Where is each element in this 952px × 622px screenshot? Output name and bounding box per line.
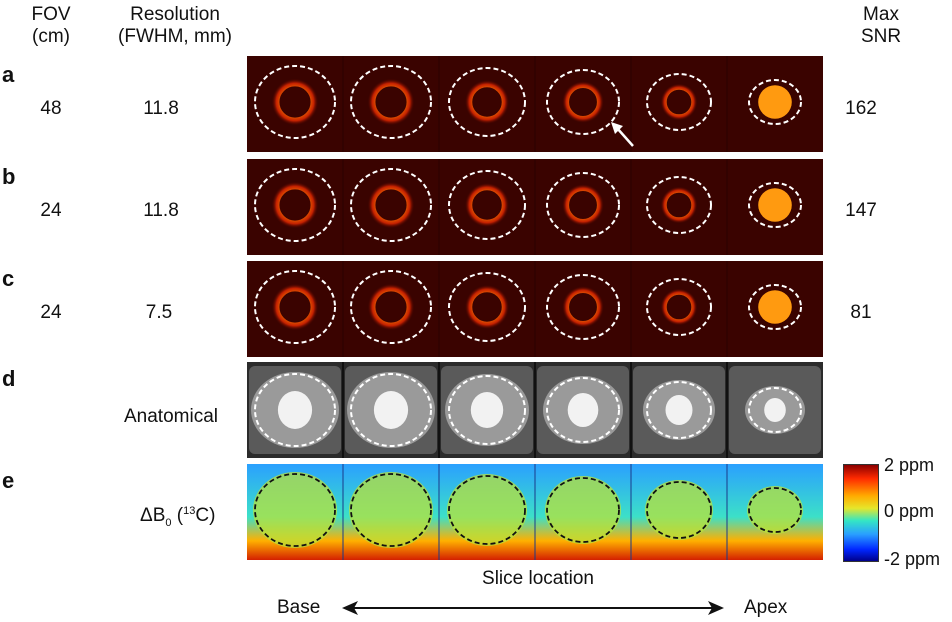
ventricle-blood-pool (277, 391, 313, 429)
snr-image-strip-b (247, 159, 823, 255)
row-label-b: b (2, 164, 16, 189)
arrow-icon (611, 122, 634, 147)
heart-outline (254, 270, 336, 344)
b0-map-strip (247, 464, 823, 560)
heart-outline (646, 176, 712, 234)
row-label-c: c (2, 266, 15, 291)
row-label-e: e (2, 468, 15, 493)
anatomical-image-strip (247, 362, 823, 458)
resolution-value-a: 11.8 (143, 98, 179, 119)
resolution-value-b: 11.8 (143, 200, 179, 221)
ventricle-blood-pool (665, 395, 693, 425)
row-label-a: a (2, 62, 15, 87)
myocardium-signal (554, 73, 612, 131)
fov-value-c: 24 (40, 302, 62, 323)
snr-image-strip-c (247, 261, 823, 357)
ventricle-blood-pool (567, 393, 599, 427)
resolution-header: Resolution (FWHM, mm) (118, 4, 232, 47)
anatomical-label: Anatomical (124, 406, 218, 427)
hp-images-c (247, 261, 823, 357)
base-label: Base (277, 597, 321, 618)
fov-value-b: 24 (40, 200, 62, 221)
fov-value-a: 48 (40, 98, 62, 119)
heart-outline (350, 168, 432, 242)
heart-outline (646, 278, 712, 336)
myocardium-signal (654, 180, 704, 230)
heart-outline (350, 65, 432, 139)
myocardium-signal (359, 275, 423, 339)
max-snr-header: Max SNR (860, 4, 902, 47)
myocardium-signal (359, 70, 423, 134)
snr-image-strip-a (247, 56, 823, 152)
heart-outline (748, 79, 802, 125)
apex-label: Apex (744, 597, 788, 618)
heart-outline (546, 172, 620, 238)
slice-location-title: Slice location (482, 568, 594, 589)
anatomical-images (247, 362, 823, 458)
heart-outline (254, 65, 336, 139)
colorbar-mid-label: 0 ppm (884, 501, 935, 521)
hp-images-a (247, 56, 823, 152)
heart-outline (448, 67, 526, 137)
snr-value-b: 147 (845, 200, 877, 221)
myocardium-signal (457, 277, 517, 337)
heart-outline (546, 69, 620, 135)
hp-images-b (247, 159, 823, 255)
delta-b0-label: ΔB0 (13C) (140, 505, 216, 529)
ppm-colorbar (843, 464, 879, 562)
myocardium-signal (554, 176, 612, 234)
heart-outline (448, 170, 526, 240)
ventricle-blood-pool (470, 392, 504, 428)
myocardium-signal (457, 175, 517, 235)
heart-outline (448, 272, 526, 342)
myocardium-signal (263, 275, 327, 339)
snr-value-a: 162 (845, 98, 877, 119)
myocardium-signal (359, 173, 423, 237)
myocardium-signal (263, 70, 327, 134)
heart-outline (646, 73, 712, 131)
myocardium-signal (654, 282, 704, 332)
slice-direction-arrow (342, 601, 724, 615)
myocardium-signal (263, 173, 327, 237)
heart-outline (546, 274, 620, 340)
colorbar-max-label: 2 ppm (884, 455, 935, 475)
resolution-value-c: 7.5 (145, 302, 173, 323)
fov-header: FOV (cm) (31, 4, 71, 47)
row-label-d: d (2, 366, 16, 391)
ventricle-blood-pool (373, 391, 409, 429)
ventricle-blood-pool (764, 398, 786, 422)
heart-outline (748, 284, 802, 330)
colorbar-min-label: -2 ppm (884, 549, 941, 569)
snr-value-c: 81 (850, 302, 872, 323)
b0-maps (247, 464, 823, 560)
myocardium-signal (554, 278, 612, 336)
myocardium-signal (457, 72, 517, 132)
heart-outline (350, 270, 432, 344)
myocardium-signal (654, 77, 704, 127)
heart-outline (254, 168, 336, 242)
heart-outline (748, 182, 802, 228)
